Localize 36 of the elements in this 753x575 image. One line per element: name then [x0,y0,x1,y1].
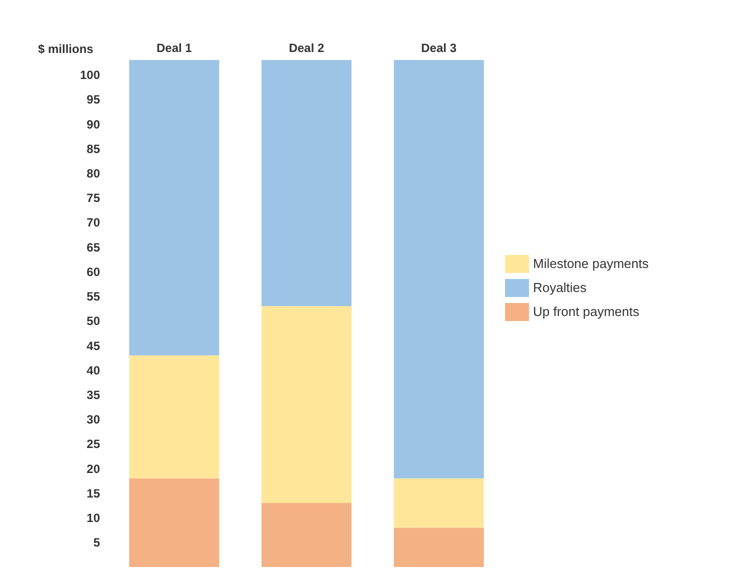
y-tick-label: 20 [86,462,100,476]
legend-label: Up front payments [533,304,640,319]
y-tick-label: 5 [93,536,100,550]
bar [262,60,352,306]
y-tick-label: 40 [86,363,100,378]
y-tick-label: 55 [86,290,100,304]
y-tick-label: 80 [86,166,100,180]
y-tick-label: 15 [86,486,100,500]
bar [394,528,484,567]
legend-label: Royalties [533,280,586,295]
x-tick-label: Deal 2 [288,41,324,55]
bar [129,60,220,356]
bar [394,60,484,478]
y-tick-label: 95 [86,92,100,107]
bar [129,355,220,478]
y-tick-label: 30 [86,412,100,427]
y-tick-label: 100 [80,68,100,82]
y-tick-label: 60 [86,264,100,279]
bar [262,306,352,504]
y-tick-label: 45 [86,338,100,353]
legend-label: Milestone payments [533,256,649,271]
bar [262,503,352,567]
y-tick-label: 25 [86,437,100,452]
y-tick-label: 85 [86,142,100,156]
y-tick-label: 35 [86,388,100,402]
y-tick-label: 90 [86,117,100,132]
y-tick-label: 65 [86,240,100,254]
y-tick-label: 50 [86,314,100,328]
bar [394,478,484,528]
y-axis-title: $ millions [38,42,94,56]
y-tick-label: 70 [86,216,100,230]
y-tick-label: 10 [86,511,100,526]
x-tick-label: Deal 1 [156,41,192,55]
y-tick-label: 75 [86,191,100,206]
x-tick-label: Deal 3 [421,41,457,55]
bar [129,478,220,567]
